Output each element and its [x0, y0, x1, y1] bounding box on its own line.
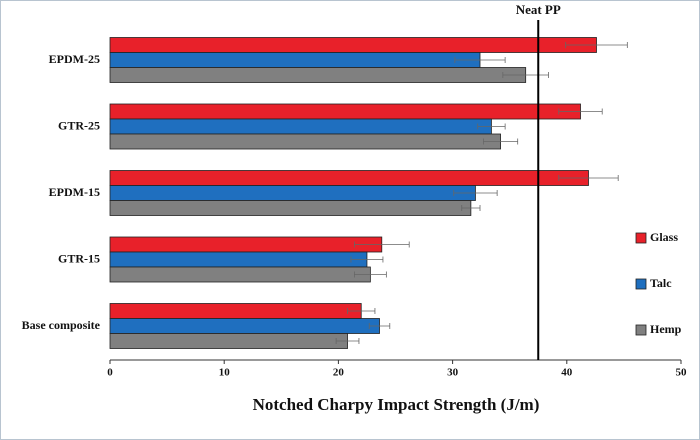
x-tick-label: 10 — [219, 367, 231, 379]
x-axis-title: Notched Charpy Impact Strength (J/m) — [253, 395, 540, 414]
error-bar — [558, 108, 603, 115]
error-bar — [353, 271, 387, 278]
error-bar — [558, 175, 619, 181]
error-bar — [347, 308, 376, 314]
reference-label: Neat PP — [516, 2, 561, 17]
legend-swatch — [635, 324, 647, 336]
bar — [109, 200, 472, 216]
error-bar — [453, 190, 498, 196]
x-tick-label: 0 — [107, 367, 113, 379]
bar — [109, 266, 371, 283]
y-tick-label: GTR-15 — [58, 251, 100, 265]
bar — [109, 333, 348, 349]
error-bar — [477, 123, 506, 130]
y-tick-label: EPDM-25 — [49, 52, 100, 66]
bar — [109, 37, 597, 53]
x-tick-label: 30 — [447, 367, 459, 379]
error-bar — [350, 256, 384, 263]
error-bar — [483, 138, 519, 145]
bar — [109, 67, 527, 83]
legend-swatch — [635, 278, 647, 290]
bar — [109, 133, 501, 150]
error-bar — [368, 323, 391, 329]
bar — [109, 118, 492, 135]
bar — [109, 236, 383, 253]
bar — [109, 185, 476, 201]
bar — [109, 251, 368, 268]
bar — [109, 52, 481, 68]
x-tick-label: 50 — [676, 367, 688, 379]
legend-label: Talc — [650, 276, 672, 290]
x-tick-label: 40 — [561, 367, 573, 379]
y-tick-label: GTR-25 — [58, 118, 100, 132]
y-tick-label: EPDM-15 — [49, 185, 100, 199]
error-bar — [353, 241, 410, 248]
error-bar — [335, 338, 360, 344]
error-bar — [565, 42, 628, 48]
bar — [109, 170, 589, 186]
y-tick-label: Base composite — [22, 318, 101, 332]
error-bar — [454, 57, 506, 63]
bar — [109, 318, 380, 334]
bar — [109, 103, 581, 120]
bar — [109, 303, 362, 319]
legend-label: Hemp — [650, 322, 682, 336]
legend-swatch — [635, 232, 647, 244]
legend-label: Glass — [650, 230, 678, 244]
x-tick-label: 20 — [333, 367, 345, 379]
error-bar — [461, 205, 481, 211]
error-bar — [502, 72, 549, 78]
